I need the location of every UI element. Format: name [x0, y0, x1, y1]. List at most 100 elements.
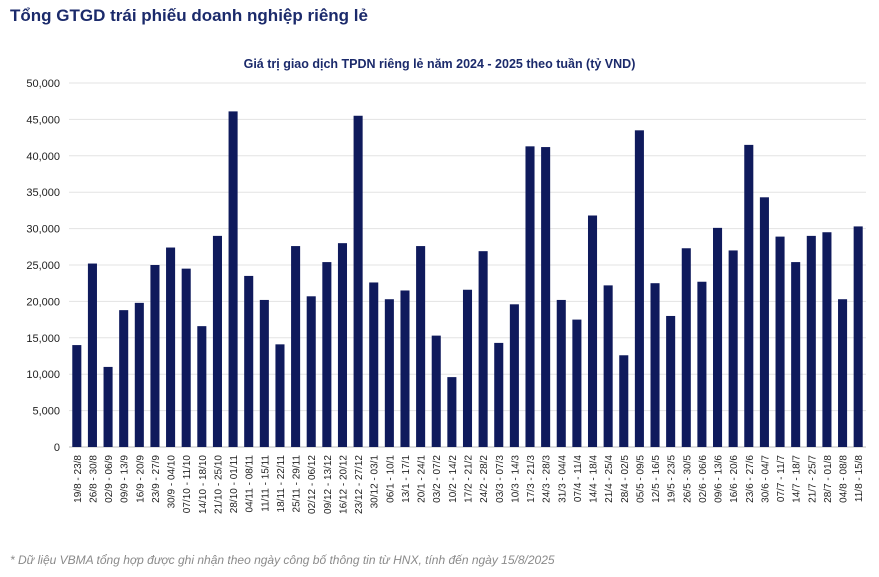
- bar: [181, 268, 191, 447]
- bar: [212, 235, 222, 447]
- x-tick-label: 02/12 - 06/12: [307, 455, 318, 514]
- bar: [525, 146, 535, 447]
- bar: [416, 246, 426, 447]
- x-tick-label: 24/3 - 28/3: [542, 455, 553, 503]
- bar: [197, 326, 207, 447]
- x-tick-label: 17/2 - 21/2: [464, 455, 475, 503]
- x-tick-label: 10/3 - 14/3: [510, 455, 521, 503]
- x-tick-label: 04/11 - 08/11: [245, 455, 256, 513]
- bar: [587, 215, 598, 447]
- bar: [744, 144, 754, 447]
- bar: [603, 285, 613, 447]
- x-tick-label: 03/3 - 07/3: [495, 455, 506, 503]
- bar: [337, 243, 348, 447]
- bar: [822, 232, 832, 447]
- bar: [713, 227, 723, 447]
- bar: [666, 315, 676, 447]
- bar: [650, 283, 660, 447]
- x-tick-label: 28/4 - 02/5: [620, 455, 631, 503]
- x-tick-label: 14/4 - 18/4: [589, 455, 600, 503]
- bar: [447, 377, 457, 447]
- y-tick-label: 20,000: [26, 296, 60, 308]
- bar: [103, 366, 113, 447]
- x-tick-label: 26/5 - 30/5: [682, 455, 693, 503]
- x-tick-label: 11/8 - 15/8: [854, 455, 865, 503]
- y-tick-label: 25,000: [26, 260, 60, 272]
- x-tick-label: 19/5 - 23/5: [667, 455, 678, 503]
- bar: [509, 304, 519, 447]
- bar: [478, 251, 488, 447]
- y-tick-label: 15,000: [26, 333, 60, 345]
- x-tick-label: 21/7 - 25/7: [807, 455, 818, 503]
- bar: [462, 289, 473, 447]
- x-tick-label: 09/6 - 13/6: [714, 455, 725, 503]
- x-tick-label: 26/8 - 30/8: [88, 455, 99, 503]
- x-tick-label: 10/2 - 14/2: [448, 455, 459, 503]
- x-tick-label: 16/6 - 20/6: [729, 455, 740, 503]
- bar: [228, 111, 238, 447]
- x-tick-label: 14/10 - 18/10: [198, 455, 209, 514]
- y-tick-label: 10,000: [26, 369, 60, 381]
- x-tick-label: 31/3 - 04/4: [557, 455, 568, 503]
- x-tick-label: 23/12 - 27/12: [354, 455, 365, 514]
- bar: [400, 290, 410, 447]
- bar: [853, 226, 863, 447]
- bar: [791, 262, 801, 447]
- x-axis: 19/8 - 23/8 26/8 - 30/8 02/9 - 06/9 09/9 - …: [73, 455, 865, 514]
- x-tick-label: 04/8 - 08/8: [839, 455, 850, 503]
- bar: [72, 345, 82, 447]
- bar: [369, 282, 379, 447]
- x-tick-label: 21/4 - 25/4: [604, 455, 615, 503]
- bar: [119, 310, 129, 447]
- x-tick-label: 30/12 - 03/1: [370, 455, 381, 509]
- x-tick-label: 05/5 - 09/5: [635, 455, 646, 503]
- bar: [838, 299, 848, 447]
- x-tick-label: 21/10 - 25/10: [213, 455, 224, 514]
- bar: [353, 115, 363, 447]
- x-tick-label: 30/9 - 04/10: [167, 455, 178, 509]
- x-tick-label: 16/12 - 20/12: [338, 455, 349, 514]
- x-tick-label: 25/11 - 29/11: [292, 455, 303, 513]
- x-tick-label: 09/9 - 13/9: [120, 455, 131, 503]
- bar-chart: 0 5,000 10,000 15,000 20,000 25,000 30,000 35,0…: [26, 78, 866, 514]
- bar: [634, 130, 644, 447]
- bar: [166, 247, 176, 447]
- bar: [244, 275, 254, 447]
- bar: [494, 342, 504, 447]
- bar: [87, 263, 97, 447]
- x-tick-label: 24/2 - 28/2: [479, 455, 490, 503]
- x-tick-label: 03/2 - 07/2: [432, 455, 443, 503]
- x-tick-label: 30/6 - 04/7: [760, 455, 771, 503]
- y-tick-label: 45,000: [26, 114, 60, 126]
- x-tick-label: 02/9 - 06/9: [104, 455, 115, 503]
- bar: [775, 236, 785, 447]
- x-tick-label: 06/1 - 10/1: [385, 455, 396, 503]
- x-tick-label: 28/7 - 01/8: [823, 455, 834, 503]
- chart-title: Giá trị giao dịch TPDN riêng lẻ năm 2024…: [243, 57, 636, 71]
- bar: [541, 147, 551, 447]
- bar: [697, 281, 707, 447]
- bar: [291, 246, 301, 447]
- x-tick-label: 09/12 - 13/12: [323, 455, 334, 514]
- bar: [619, 355, 629, 447]
- y-tick-label: 0: [54, 442, 60, 454]
- x-tick-label: 02/6 - 06/6: [698, 455, 709, 503]
- y-tick-label: 5,000: [32, 406, 60, 418]
- bar: [572, 319, 582, 447]
- bar: [384, 299, 394, 447]
- x-tick-label: 14/7 - 18/7: [792, 455, 803, 503]
- x-tick-label: 23/6 - 27/6: [745, 455, 756, 503]
- x-tick-label: 23/9 - 27/9: [151, 455, 162, 503]
- bar: [275, 344, 285, 447]
- bar: [150, 265, 160, 447]
- bars: [72, 111, 863, 447]
- bar: [134, 302, 144, 447]
- bar: [259, 299, 269, 447]
- bar: [431, 335, 441, 447]
- y-tick-label: 40,000: [26, 151, 60, 163]
- y-axis: 0 5,000 10,000 15,000 20,000 25,000 30,000 35,0…: [26, 78, 60, 454]
- x-tick-label: 17/3 - 21/3: [526, 455, 537, 503]
- x-tick-label: 16/9 - 20/9: [135, 455, 146, 503]
- x-tick-label: 20/1 - 24/1: [417, 455, 428, 503]
- x-tick-label: 19/8 - 23/8: [73, 455, 84, 503]
